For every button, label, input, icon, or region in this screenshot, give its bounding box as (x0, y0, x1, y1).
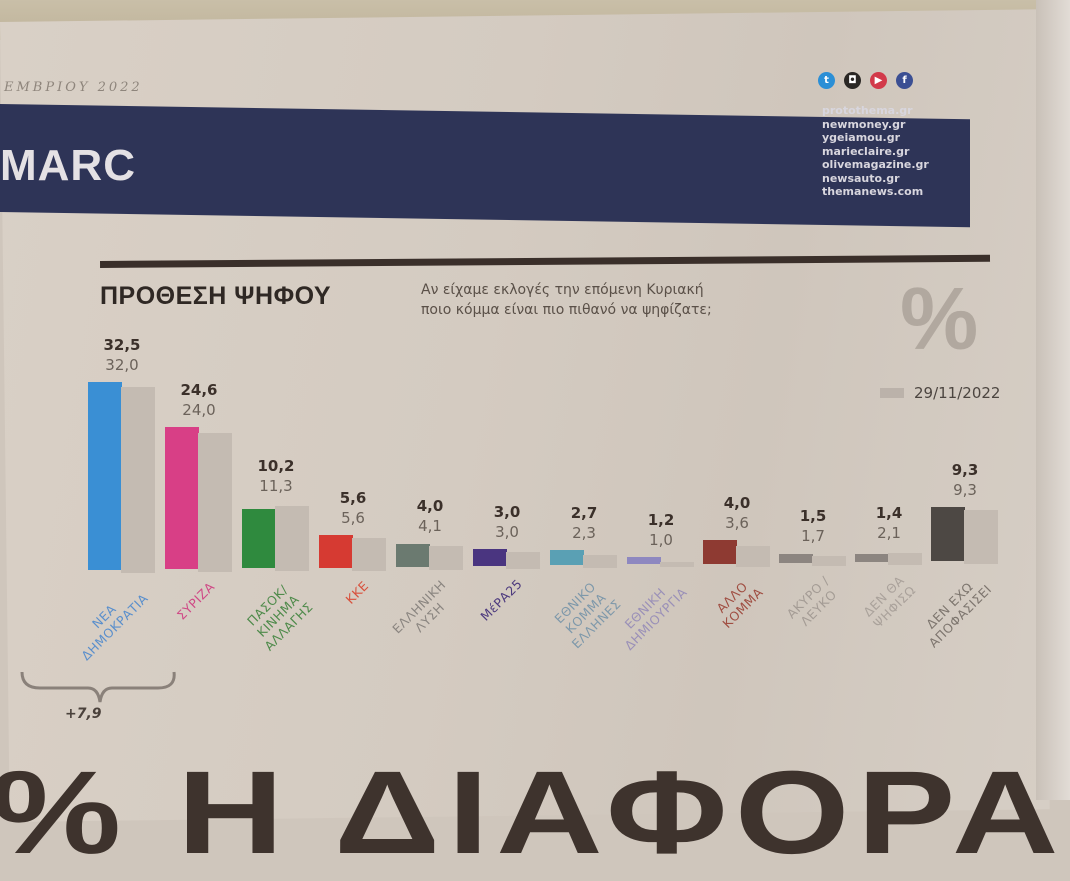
bar-previous (198, 433, 232, 573)
value-previous: 3,0 (495, 522, 519, 541)
bar-current (88, 381, 122, 570)
category-label: ΔΕΝ ΘΑ ΨΗΦΙΣΩ (860, 572, 919, 631)
difference-annotation: +7,9 (65, 706, 102, 722)
site-link[interactable]: protothema.gr (822, 104, 913, 117)
bar-previous (736, 545, 770, 567)
subtitle-line: ποιο κόμμα είναι πιο πιθανό να ψηφίζατε; (421, 302, 712, 318)
legend-swatch (880, 388, 904, 398)
bar-previous (121, 387, 155, 573)
bar-current (627, 557, 661, 565)
value-previous: 9,3 (953, 481, 977, 500)
site-link[interactable]: ygeiamou.gr (822, 131, 901, 144)
bar-current (550, 549, 584, 566)
category-label: ΔΕΝ ΕΧΩ ΑΠΟΦΑΣΙΣΕΙ (923, 579, 995, 651)
dateline: ΕΜΒΡΙΟΥ 2022 (4, 80, 143, 95)
bar-previous (660, 561, 694, 568)
social-icons: t ◘ ▶ f (818, 72, 913, 89)
site-list: protothema.gr newmoney.gr ygeiamou.gr ma… (822, 104, 929, 199)
category-label: ΕΘΝΙΚΟ ΚΟΜΜΑ ΕΛΛΗΝΕΣ (551, 579, 624, 652)
site-link[interactable]: newsauto.gr (822, 171, 900, 185)
category-label: ΕΛΛΗΝΙΚΗ ΛΥΣΗ (389, 576, 449, 637)
bar-previous (888, 552, 922, 565)
value-current: 3,0 (493, 502, 521, 521)
banner-title: MARC (0, 141, 136, 190)
twitter-icon[interactable]: t (818, 72, 835, 89)
bar-previous (964, 510, 998, 565)
value-current: 2,7 (570, 503, 598, 522)
chart-title: ΠΡΟΘΕΣΗ ΨΗΦΟΥ (100, 282, 332, 310)
site-link[interactable]: olivemagazine.gr (822, 158, 929, 171)
value-previous: 1,0 (649, 531, 673, 550)
bar-current (165, 426, 199, 570)
page-edge (1036, 0, 1070, 800)
category-label: ΑΚΥΡΟ / ΛΕΥΚΟ (783, 572, 840, 629)
value-current: 24,6 (180, 380, 218, 399)
chart-legend: 29/11/2022 (880, 384, 1000, 402)
value-current: 1,5 (799, 506, 827, 525)
legend-label: 29/11/2022 (914, 384, 1001, 402)
value-previous: 1,7 (801, 526, 825, 545)
site-link[interactable]: newmoney.gr (822, 117, 906, 131)
chart-subtitle: Αν είχαμε εκλογές την επόμενη Κυριακή πο… (421, 280, 712, 320)
category-label: ΕΘΝΙΚΗ ΔΗΜΙΟΥΡΓΙΑ (621, 584, 690, 654)
value-previous: 4,1 (418, 517, 442, 536)
instagram-icon[interactable]: ◘ (844, 72, 861, 89)
value-current: 5,6 (339, 489, 367, 508)
bar-current (473, 548, 507, 566)
bar-current (779, 554, 813, 563)
category-label: ΝΕΑ ΔΗΜΟΚΡΑΤΙΑ (78, 590, 151, 664)
bar-chart: 32,5 32,0 ΝΕΑ ΔΗΜΟΚΡΑΤΙΑ 24,6 24,0 ΣΥΡΙΖΑ 10,2 1… (78, 335, 998, 664)
value-current: 1,4 (875, 503, 903, 522)
value-current: 4,0 (723, 494, 751, 513)
percent-icon: % (900, 269, 979, 368)
category-label: ΠΑΣΟΚ/ΚΙΝΗΜΑ ΑΛΛΑΓΗΣ (243, 582, 316, 655)
bar-previous (506, 551, 540, 569)
category-label: ΑΛΛΟ ΚΟΜΜΑ (713, 578, 766, 631)
value-previous: 2,3 (572, 523, 596, 542)
value-previous: 2,1 (877, 523, 901, 542)
headline-fragment: % Η ΔΙΑΦΟΡΑ (0, 747, 1066, 879)
value-current: 10,2 (257, 456, 295, 475)
value-previous: 3,6 (725, 514, 749, 533)
value-previous: 11,3 (259, 476, 293, 495)
value-current: 32,5 (103, 335, 141, 354)
brace-icon (20, 671, 176, 703)
subtitle-line: Αν είχαμε εκλογές την επόμενη Κυριακή (421, 282, 704, 298)
category-label: ΜέΡΑ25 (477, 576, 526, 624)
bar-current (319, 535, 353, 568)
bar-previous (812, 555, 846, 566)
bar-current (931, 507, 965, 562)
value-current: 9,3 (951, 461, 979, 480)
site-link[interactable]: marieclaire.gr (822, 144, 910, 158)
bar-current (855, 553, 889, 562)
value-current: 4,0 (416, 497, 444, 516)
bar-previous (352, 538, 386, 571)
value-current: 1,2 (647, 511, 675, 530)
bar-previous (429, 546, 463, 570)
bar-current (703, 540, 737, 564)
site-link[interactable]: themanews.com (822, 185, 924, 198)
value-previous: 24,0 (182, 400, 216, 419)
bar-current (396, 543, 430, 567)
youtube-icon[interactable]: ▶ (870, 72, 887, 89)
bar-current (242, 509, 276, 569)
category-label: ΚΚΕ (342, 577, 372, 607)
value-previous: 32,0 (105, 355, 139, 374)
value-previous: 5,6 (341, 509, 365, 528)
bar-previous (275, 505, 309, 572)
facebook-icon[interactable]: f (896, 72, 913, 89)
category-label: ΣΥΡΙΖΑ (173, 579, 218, 623)
bar-previous (583, 554, 617, 569)
